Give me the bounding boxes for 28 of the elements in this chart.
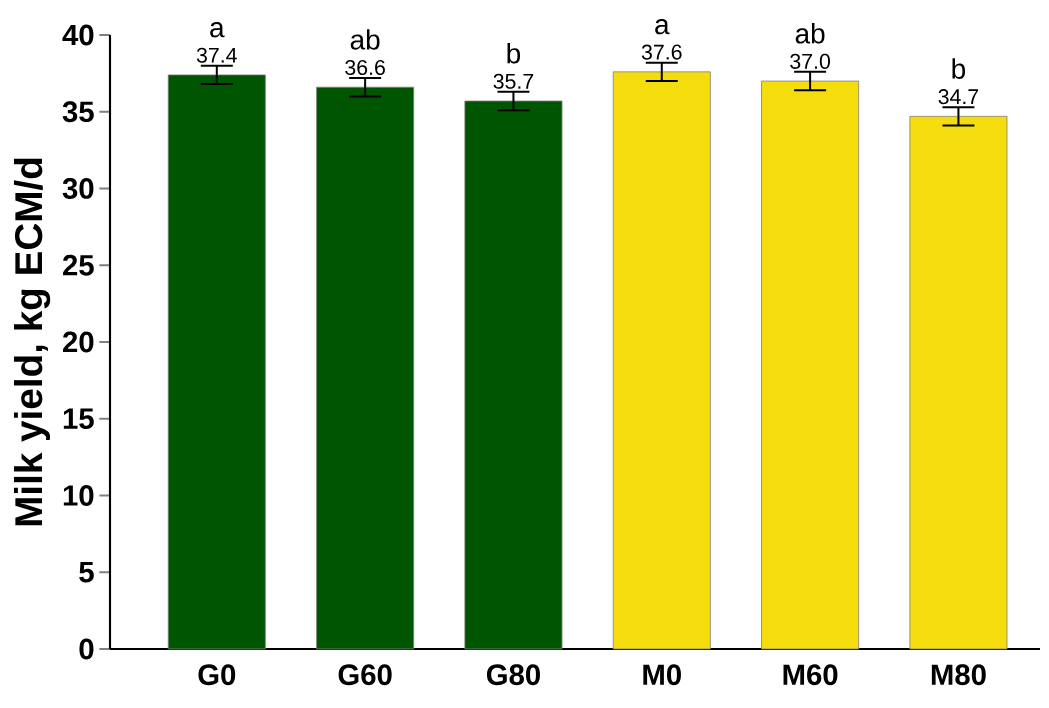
annotation: a xyxy=(210,22,225,38)
annotation: ab xyxy=(795,23,825,44)
y-tick-label: 0 xyxy=(79,638,94,660)
y-tick-label: 5 xyxy=(79,562,94,583)
y-tick-label: 10 xyxy=(63,485,94,506)
data-label: 35.7 xyxy=(493,73,534,89)
annotation: b xyxy=(507,42,521,64)
y-tick-label: 40 xyxy=(62,24,94,46)
text: a xyxy=(655,19,670,35)
y-tick-label: 20 xyxy=(63,331,94,353)
x-tick-label: G0 xyxy=(198,664,236,686)
y-tick-label: 30 xyxy=(62,178,94,199)
data-label: 37.0 xyxy=(790,53,831,69)
x-tick-label: M80 xyxy=(931,664,986,686)
data-label: 34.7 xyxy=(938,89,979,105)
annotation: ab xyxy=(350,29,380,50)
x-tick-label: G80 xyxy=(486,664,540,686)
data-label: 37.4 xyxy=(196,47,237,63)
y-tick-label: 25 xyxy=(63,254,94,276)
data-label: 37.6 xyxy=(641,44,682,60)
x-tick-label: M60 xyxy=(783,664,838,686)
data-label: 36.6 xyxy=(345,59,385,76)
y-tick-label: 15 xyxy=(63,408,94,429)
x-tick-label: G60 xyxy=(338,664,392,686)
x-tick-label: M0 xyxy=(643,664,681,686)
y-tick-label: 35 xyxy=(62,101,94,123)
annotation: b xyxy=(952,58,966,79)
y-axis-title: Milk yield, kg ECM/d xyxy=(13,158,51,526)
